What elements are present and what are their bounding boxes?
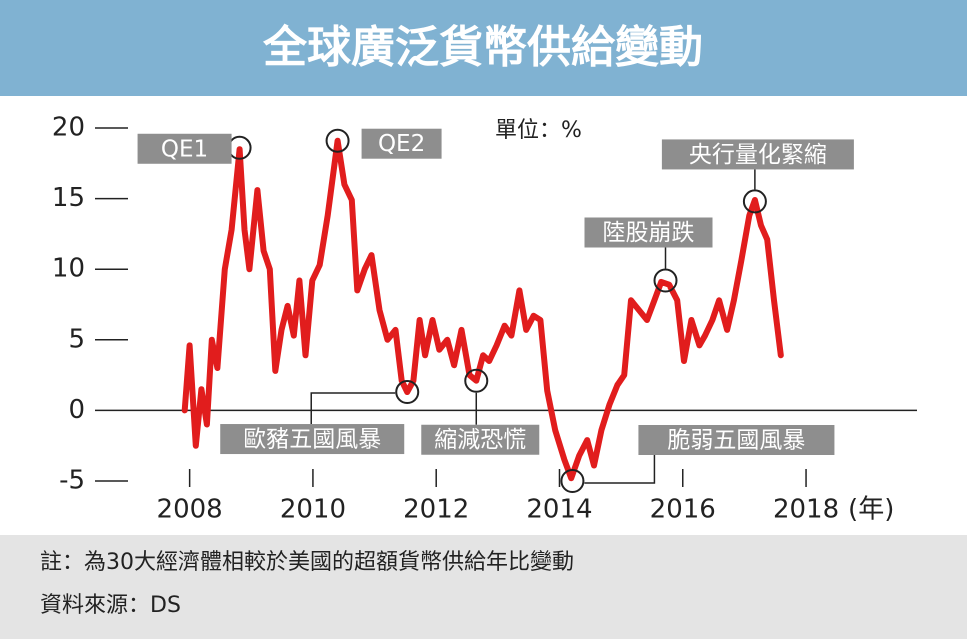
- annotation-marker: [560, 469, 585, 493]
- x-tick-label: 2016: [650, 495, 716, 525]
- annotation-box: [584, 217, 713, 248]
- chart-title: 全球廣泛貨幣供給變動: [262, 22, 703, 73]
- annotation-box: [638, 425, 835, 455]
- y-tick-label: 0: [68, 395, 85, 425]
- x-axis-label: (年): [848, 495, 894, 525]
- annotation-label: 陸股崩跌: [603, 220, 695, 246]
- x-tick-label: 2014: [526, 495, 592, 525]
- annotation-box: [661, 139, 854, 170]
- annotation-label: 縮減恐慌: [434, 427, 526, 453]
- y-tick-label: 20: [52, 113, 85, 143]
- note: 註：為30大經濟體相較於美國的超額貨幣供給年比變動: [40, 550, 574, 575]
- annotation-box: [421, 424, 540, 455]
- source: 資料來源：DS: [40, 593, 181, 618]
- annotation-marker: [464, 368, 489, 393]
- annotation-box: [137, 133, 232, 164]
- annotation-marker: [395, 380, 420, 405]
- unit-label: 單位：%: [495, 118, 582, 143]
- title-bar: [0, 0, 967, 96]
- annotation-connector: [310, 392, 396, 425]
- annotation-label: QE1: [161, 136, 208, 162]
- note-area: [0, 535, 967, 639]
- y-tick-label: 10: [52, 254, 85, 284]
- x-tick-label: 2008: [157, 495, 223, 525]
- annotation-label: 脆弱五國風暴: [667, 428, 805, 454]
- annotation-box: [220, 424, 405, 455]
- annotation-box: [361, 128, 442, 159]
- y-tick-label: -5: [59, 466, 85, 496]
- annotation-marker: [325, 128, 350, 153]
- y-tick-label: 5: [68, 324, 85, 354]
- annotation-label: 央行量化緊縮: [689, 142, 827, 168]
- annotation-connector: [584, 455, 656, 484]
- x-tick-label: 2012: [403, 495, 469, 525]
- x-tick-label: 2010: [280, 495, 346, 525]
- data-line: [181, 137, 784, 482]
- annotation-label: QE2: [378, 131, 425, 157]
- x-tick-label: 2018: [773, 495, 839, 525]
- annotation-marker: [653, 268, 678, 293]
- y-tick-label: 15: [52, 183, 85, 213]
- annotation-marker: [742, 189, 767, 214]
- annotation-label: 歐豬五國風暴: [243, 427, 381, 453]
